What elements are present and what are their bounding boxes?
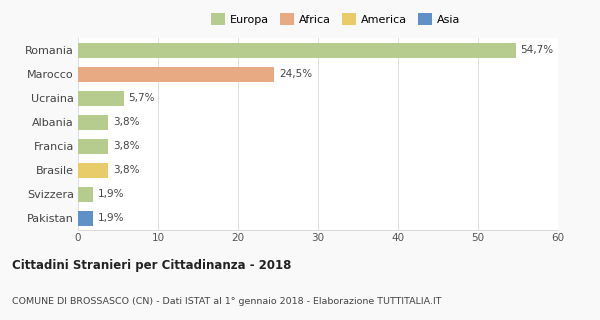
Bar xyxy=(78,187,93,202)
Bar xyxy=(78,115,109,130)
Text: 54,7%: 54,7% xyxy=(520,45,554,55)
Text: 3,8%: 3,8% xyxy=(113,117,140,127)
Legend: Europa, Africa, America, Asia: Europa, Africa, America, Asia xyxy=(207,9,465,29)
Bar xyxy=(78,163,109,178)
Text: Cittadini Stranieri per Cittadinanza - 2018: Cittadini Stranieri per Cittadinanza - 2… xyxy=(12,259,292,272)
Text: 1,9%: 1,9% xyxy=(98,189,125,199)
Bar xyxy=(78,43,515,58)
Bar xyxy=(78,91,124,106)
Bar xyxy=(78,139,109,154)
Text: 24,5%: 24,5% xyxy=(279,69,312,79)
Text: 5,7%: 5,7% xyxy=(128,93,155,103)
Bar xyxy=(78,67,274,82)
Text: COMUNE DI BROSSASCO (CN) - Dati ISTAT al 1° gennaio 2018 - Elaborazione TUTTITAL: COMUNE DI BROSSASCO (CN) - Dati ISTAT al… xyxy=(12,297,442,306)
Text: 3,8%: 3,8% xyxy=(113,165,140,175)
Text: 3,8%: 3,8% xyxy=(113,141,140,151)
Bar xyxy=(78,211,93,226)
Text: 1,9%: 1,9% xyxy=(98,213,125,223)
